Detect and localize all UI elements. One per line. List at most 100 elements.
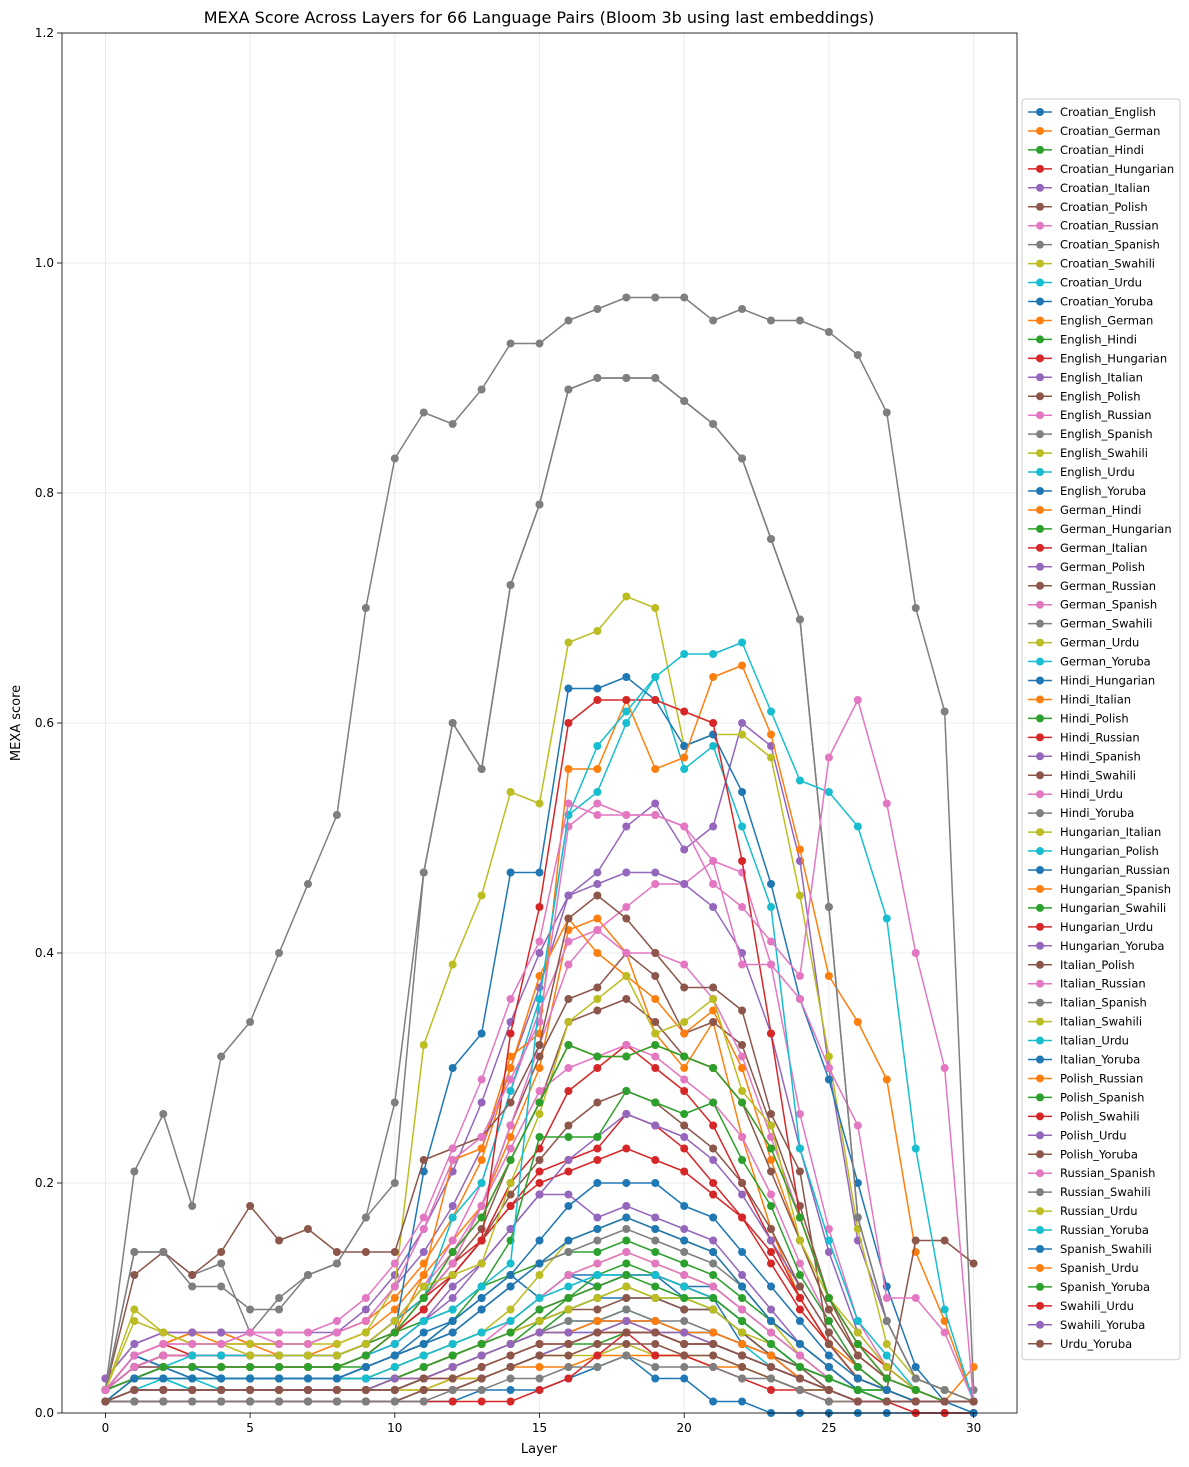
data-point xyxy=(622,1052,631,1061)
data-point xyxy=(477,1305,486,1314)
data-point xyxy=(767,1190,776,1199)
data-point xyxy=(535,1294,544,1302)
legend-item: Hungarian_Polish xyxy=(1028,844,1159,858)
data-point xyxy=(824,1340,833,1348)
data-point xyxy=(303,880,312,888)
data-point xyxy=(738,1052,747,1061)
data-point xyxy=(535,1317,544,1325)
data-point xyxy=(477,1213,486,1222)
data-point xyxy=(593,788,602,796)
y-tick-label: 0.6 xyxy=(35,716,54,730)
legend-box xyxy=(1021,98,1181,1361)
data-point xyxy=(622,1236,631,1245)
data-point xyxy=(651,1351,660,1360)
data-point xyxy=(506,1064,515,1072)
legend-label: Hungarian_Spanish xyxy=(1060,882,1171,896)
data-point xyxy=(246,1363,255,1371)
legend-marker xyxy=(1036,581,1044,590)
legend-marker xyxy=(1036,733,1044,742)
legend-marker xyxy=(1036,1339,1044,1348)
legend-marker xyxy=(1036,392,1044,401)
data-point xyxy=(680,880,689,888)
data-point xyxy=(593,1156,602,1164)
data-point xyxy=(738,1213,747,1222)
legend-item: Hungarian_Russian xyxy=(1028,863,1170,877)
legend-item: German_Italian xyxy=(1028,541,1147,555)
data-point xyxy=(477,1294,486,1302)
data-point xyxy=(506,1075,515,1084)
data-point xyxy=(564,891,573,900)
data-point xyxy=(824,1397,833,1406)
legend-item: English_Polish xyxy=(1028,389,1141,403)
legend-marker xyxy=(1036,619,1044,628)
legend-label: German_Polish xyxy=(1060,560,1145,574)
data-point xyxy=(332,1397,341,1406)
data-point xyxy=(593,1133,602,1141)
legend-item: Hungarian_Italian xyxy=(1028,825,1161,839)
legend-label: Hindi_Yoruba xyxy=(1060,806,1134,820)
legend-label: Polish_Yoruba xyxy=(1060,1147,1138,1161)
legend-marker xyxy=(1036,108,1044,116)
data-point xyxy=(651,811,660,819)
data-point xyxy=(275,1374,284,1383)
data-point xyxy=(332,811,341,819)
legend-label: Spanish_Swahili xyxy=(1060,1242,1152,1256)
legend-label: Polish_Spanish xyxy=(1060,1090,1144,1104)
data-point xyxy=(564,1363,573,1371)
legend-marker xyxy=(1036,847,1044,856)
data-point xyxy=(564,1156,573,1164)
legend-item: Croatian_German xyxy=(1028,124,1160,138)
legend-label: Russian_Urdu xyxy=(1060,1204,1138,1218)
data-point xyxy=(767,1167,776,1176)
legend-item: English_Italian xyxy=(1028,370,1143,384)
legend-marker xyxy=(1036,259,1044,268)
data-point xyxy=(680,1121,689,1130)
data-point xyxy=(622,1202,631,1210)
data-point xyxy=(217,1351,226,1360)
data-point xyxy=(246,1351,255,1360)
legend-item: Polish_Russian xyxy=(1028,1071,1143,1085)
legend-marker xyxy=(1036,562,1044,571)
data-point xyxy=(824,1386,833,1394)
data-point xyxy=(535,1110,544,1118)
data-point xyxy=(506,1190,515,1199)
data-point xyxy=(390,1179,399,1187)
data-point xyxy=(709,673,718,681)
data-point xyxy=(448,1363,457,1371)
data-point xyxy=(709,1006,718,1015)
data-point xyxy=(564,1167,573,1176)
data-point xyxy=(680,1225,689,1233)
data-point xyxy=(853,1340,862,1348)
y-axis-title: MEXA score xyxy=(9,685,24,761)
data-point xyxy=(767,880,776,888)
data-point xyxy=(738,1328,747,1337)
data-point xyxy=(709,1156,718,1164)
data-point xyxy=(853,351,862,359)
data-point xyxy=(361,1248,370,1256)
data-point xyxy=(680,983,689,992)
legend-item: Italian_Russian xyxy=(1028,977,1146,991)
legend-label: Swahili_Urdu xyxy=(1060,1299,1134,1313)
data-point xyxy=(332,1340,341,1348)
legend-label: English_Yoruba xyxy=(1060,484,1146,498)
data-point xyxy=(882,1351,891,1360)
data-point xyxy=(448,1213,457,1222)
data-point xyxy=(477,1374,486,1383)
data-point xyxy=(940,1305,949,1314)
data-point xyxy=(680,1259,689,1268)
data-point xyxy=(824,972,833,980)
legend-label: Hindi_Spanish xyxy=(1060,749,1141,763)
data-point xyxy=(680,1144,689,1153)
legend-item: German_Hindi xyxy=(1028,503,1141,517)
data-point xyxy=(795,1363,804,1371)
data-point xyxy=(622,1305,631,1314)
data-point xyxy=(622,1179,631,1187)
data-point xyxy=(332,1351,341,1360)
data-point xyxy=(680,753,689,762)
legend-label: Croatian_Polish xyxy=(1060,200,1148,214)
data-point xyxy=(680,1052,689,1061)
data-point xyxy=(738,1340,747,1348)
x-tick-label: 25 xyxy=(821,1421,836,1435)
data-point xyxy=(130,1374,139,1383)
data-point xyxy=(680,1133,689,1141)
